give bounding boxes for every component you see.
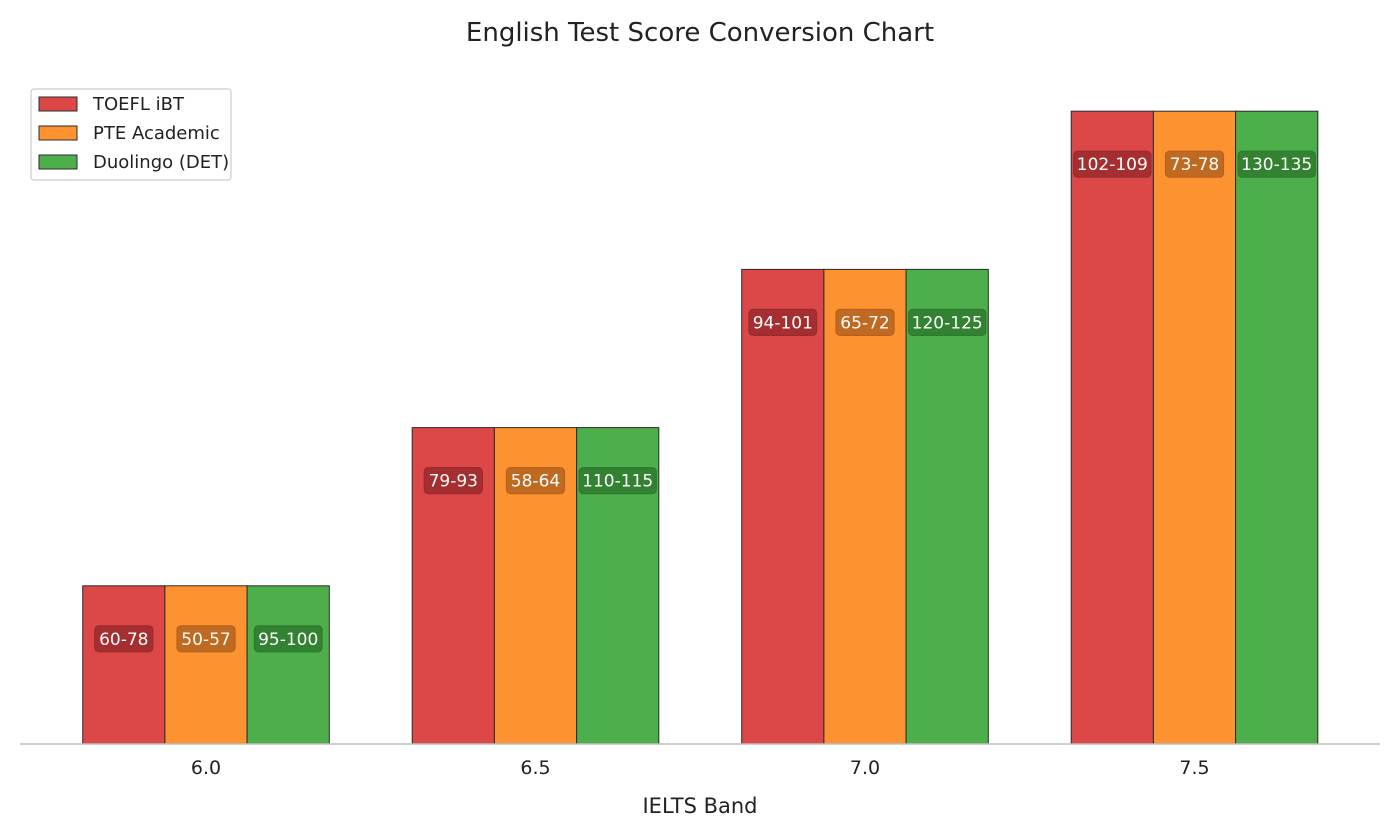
data-label: 60-78 xyxy=(99,630,148,650)
data-label: 58-64 xyxy=(511,472,560,492)
data-label-box xyxy=(1073,150,1152,178)
bar xyxy=(741,268,825,745)
bar xyxy=(1235,110,1319,745)
data-label-box xyxy=(423,467,483,495)
bar xyxy=(1070,110,1154,745)
bar xyxy=(246,585,330,745)
data-label-box xyxy=(505,467,566,495)
data-label-box xyxy=(578,467,657,495)
legend-swatch xyxy=(38,96,78,112)
legend-items: TOEFL iBT PTE Academic Duolingo (DET) xyxy=(38,94,229,173)
data-label-box xyxy=(1237,150,1316,178)
data-label: 73-78 xyxy=(1170,155,1219,175)
data-label: 130-135 xyxy=(1241,155,1312,175)
legend-label: Duolingo (DET) xyxy=(93,152,229,173)
data-label: 50-57 xyxy=(181,630,230,650)
legend-label: TOEFL iBT xyxy=(92,94,185,115)
xticks-layer: 6.0 6.5 7.0 7.5 xyxy=(191,757,1210,779)
bar xyxy=(905,268,989,745)
x-tick-label: 7.5 xyxy=(1179,757,1209,779)
data-label: 94-101 xyxy=(753,313,813,333)
legend-frame xyxy=(30,88,232,181)
data-label: 95-100 xyxy=(258,630,318,650)
legend-swatch xyxy=(38,125,78,141)
data-label-box xyxy=(907,308,987,336)
bar xyxy=(164,585,248,745)
bar xyxy=(82,585,166,745)
data-label-box xyxy=(1164,150,1225,178)
x-tick-label: 7.0 xyxy=(850,757,880,779)
chart-title: English Test Score Conversion Chart xyxy=(466,18,934,48)
data-label: 79-93 xyxy=(429,472,478,492)
legend-swatch xyxy=(38,154,78,170)
x-tick-label: 6.0 xyxy=(191,757,221,779)
data-label-box xyxy=(835,308,895,336)
data-label-box xyxy=(253,625,323,653)
data-label-box xyxy=(94,625,154,653)
data-label: 65-72 xyxy=(840,313,889,333)
data-label: 102-109 xyxy=(1077,155,1148,175)
labels-layer: 60-78 50-57 95-100 79-93 58-64 110-115 94-101 6… xyxy=(94,150,1316,653)
x-axis-label: IELTS Band xyxy=(642,794,757,818)
data-label: 120-125 xyxy=(912,313,983,333)
legend: TOEFL iBT PTE Academic Duolingo (DET) xyxy=(30,88,232,181)
data-label: 110-115 xyxy=(582,472,653,492)
bar xyxy=(823,268,907,745)
data-label-box xyxy=(176,625,236,653)
data-label-box xyxy=(748,308,818,336)
bar xyxy=(1152,110,1237,745)
legend-label: PTE Academic xyxy=(93,123,220,144)
x-tick-label: 6.5 xyxy=(520,757,550,779)
